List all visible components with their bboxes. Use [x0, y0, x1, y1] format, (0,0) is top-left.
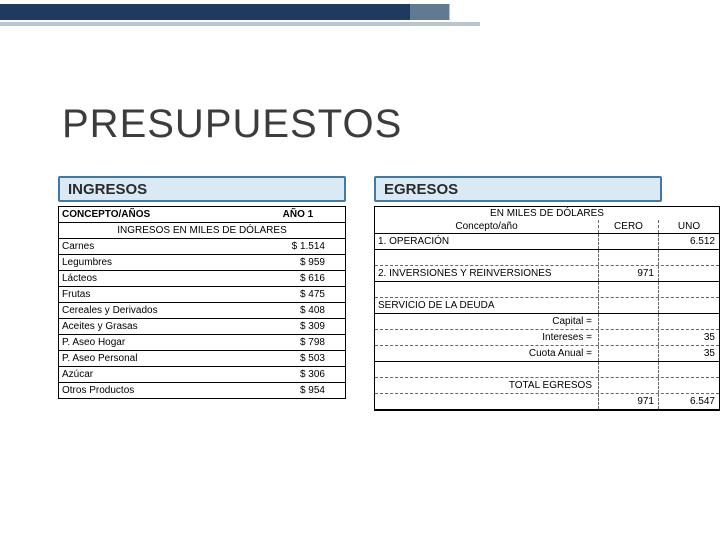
row-label: Lácteos: [59, 271, 248, 287]
row-uno: 35: [659, 330, 719, 345]
row-cero: [599, 314, 659, 329]
row-value: $ 959: [248, 255, 346, 271]
row-label: Legumbres: [59, 255, 248, 271]
row-value: $ 503: [248, 351, 346, 367]
ingresos-header: INGRESOS: [58, 176, 346, 202]
col-concepto: CONCEPTO/AÑOS: [59, 207, 248, 223]
row-uno: [659, 378, 719, 393]
table-row: TOTAL EGRESOS: [375, 378, 719, 394]
ingresos-table: CONCEPTO/AÑOS AÑO 1 INGRESOS EN MILES DE…: [58, 206, 346, 399]
slide-top-decoration: [0, 0, 720, 34]
table-row: Legumbres$ 959: [59, 255, 346, 271]
row-uno: 6.512: [659, 234, 719, 249]
row-cero: [599, 298, 659, 313]
row-label: Otros Productos: [59, 383, 248, 399]
table-row: 9716.547: [375, 394, 719, 410]
row-label: Cereales y Derivados: [59, 303, 248, 319]
ingresos-columns-row: CONCEPTO/AÑOS AÑO 1: [59, 207, 346, 223]
row-cero: [599, 250, 659, 265]
table-row: SERVICIO DE LA DEUDA: [375, 298, 719, 314]
row-value: $ 475: [248, 287, 346, 303]
table-row: Cereales y Derivados$ 408: [59, 303, 346, 319]
table-row: Aceites y Grasas$ 309: [59, 319, 346, 335]
table-row: Lácteos$ 616: [59, 271, 346, 287]
row-label: 1. OPERACIÓN: [375, 234, 599, 249]
table-row: P. Aseo Personal$ 503: [59, 351, 346, 367]
row-cero: 971: [599, 266, 659, 281]
row-uno: [659, 250, 719, 265]
table-row: Otros Productos$ 954: [59, 383, 346, 399]
table-row: [375, 362, 719, 378]
row-cero: [599, 330, 659, 345]
row-label: Carnes: [59, 239, 248, 255]
row-label: Cuota Anual =: [375, 346, 599, 361]
table-row: Capital =: [375, 314, 719, 330]
table-row: [375, 282, 719, 298]
row-cero: [599, 282, 659, 297]
table-row: [375, 250, 719, 266]
row-uno: [659, 298, 719, 313]
row-cero: [599, 346, 659, 361]
row-label: [375, 362, 599, 377]
row-label: [375, 282, 599, 297]
row-cero: [599, 378, 659, 393]
row-uno: [659, 314, 719, 329]
row-label: Intereses =: [375, 330, 599, 345]
table-row: Azúcar$ 306: [59, 367, 346, 383]
table-row: 1. OPERACIÓN 6.512: [375, 234, 719, 250]
table-row: Intereses = 35: [375, 330, 719, 346]
row-label: [375, 394, 599, 409]
ingresos-section-row: INGRESOS EN MILES DE DÓLARES: [59, 223, 346, 239]
egresos-columns-row: Concepto/año CERO UNO: [375, 220, 719, 234]
row-value: $ 954: [248, 383, 346, 399]
row-uno: [659, 362, 719, 377]
row-value: $ 798: [248, 335, 346, 351]
col-uno: UNO: [659, 220, 719, 233]
row-label: P. Aseo Hogar: [59, 335, 248, 351]
egresos-header: EGRESOS: [374, 176, 662, 202]
row-uno: 35: [659, 346, 719, 361]
table-row: Frutas$ 475: [59, 287, 346, 303]
row-label: P. Aseo Personal: [59, 351, 248, 367]
row-label: 2. INVERSIONES Y REINVERSIONES: [375, 266, 599, 281]
row-label: Frutas: [59, 287, 248, 303]
row-value: $ 616: [248, 271, 346, 287]
row-uno: [659, 282, 719, 297]
row-value: $ 309: [248, 319, 346, 335]
row-value: $ 408: [248, 303, 346, 319]
table-row: 2. INVERSIONES Y REINVERSIONES971: [375, 266, 719, 282]
table-row: Cuota Anual = 35: [375, 346, 719, 362]
row-cero: [599, 234, 659, 249]
row-cero: [599, 362, 659, 377]
row-label: SERVICIO DE LA DEUDA: [375, 298, 599, 313]
ingresos-section-label: INGRESOS EN MILES DE DÓLARES: [59, 223, 346, 239]
table-row: P. Aseo Hogar$ 798: [59, 335, 346, 351]
row-uno: 6.547: [659, 394, 719, 409]
row-label: Capital =: [375, 314, 599, 329]
row-label: Azúcar: [59, 367, 248, 383]
row-label: TOTAL EGRESOS: [375, 378, 599, 393]
col-cero: CERO: [599, 220, 659, 233]
row-cero: 971: [599, 394, 659, 409]
table-row: Carnes$ 1.514: [59, 239, 346, 255]
row-label: [375, 250, 599, 265]
row-uno: [659, 266, 719, 281]
row-value: $ 1.514: [248, 239, 346, 255]
row-value: $ 306: [248, 367, 346, 383]
col-ano: AÑO 1: [248, 207, 346, 223]
page-title: PRESUPUESTOS: [62, 102, 402, 147]
row-label: Aceites y Grasas: [59, 319, 248, 335]
egresos-table: EN MILES DE DÓLARES Concepto/año CERO UN…: [374, 206, 720, 411]
egresos-unit-label: EN MILES DE DÓLARES: [375, 207, 719, 220]
col-concepto-ano: Concepto/año: [375, 220, 599, 233]
